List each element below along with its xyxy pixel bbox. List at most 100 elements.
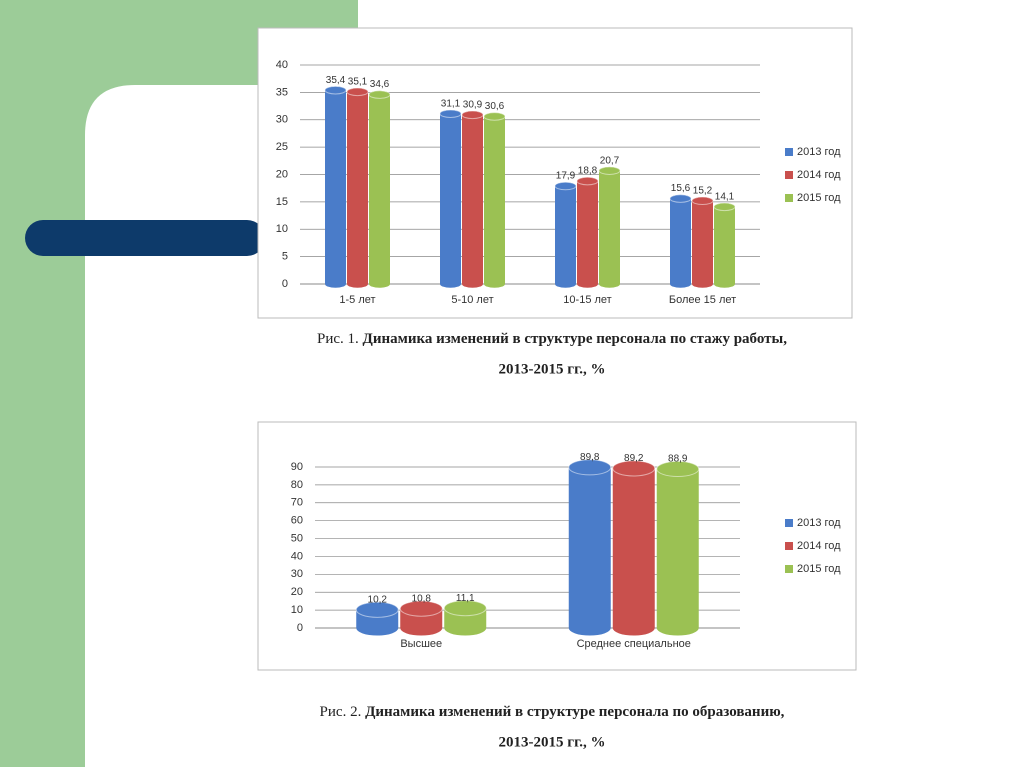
chart-frame xyxy=(257,421,857,671)
bar xyxy=(440,109,461,288)
bar xyxy=(612,460,655,636)
bar-cap xyxy=(439,109,462,119)
legend-label: 2013 год xyxy=(797,146,841,158)
value-label: 35,4 xyxy=(326,75,346,86)
y-tick-label: 40 xyxy=(276,59,288,71)
bar-cap xyxy=(399,600,443,617)
bar-cap xyxy=(346,87,369,97)
value-label: 15,2 xyxy=(693,185,713,196)
bar xyxy=(484,112,505,288)
value-label: 35,1 xyxy=(348,76,368,87)
bar xyxy=(555,182,576,288)
y-tick-label: 20 xyxy=(291,586,303,598)
legend-label: 2015 год xyxy=(797,192,841,204)
y-tick-label: 35 xyxy=(276,86,288,98)
y-tick-label: 5 xyxy=(282,251,288,263)
legend-swatch xyxy=(785,542,793,550)
accent-bar xyxy=(25,220,265,256)
value-label: 14,1 xyxy=(715,191,735,202)
y-tick-label: 50 xyxy=(291,532,303,544)
bar xyxy=(656,461,699,636)
value-label: 89,8 xyxy=(580,452,600,463)
legend-label: 2015 год xyxy=(797,563,841,575)
legend-swatch xyxy=(785,565,793,573)
bar xyxy=(347,88,368,288)
value-label: 10,8 xyxy=(412,593,432,604)
y-tick-label: 0 xyxy=(297,622,303,634)
bar-cap xyxy=(324,85,347,95)
bar-cap xyxy=(483,112,506,121)
bar xyxy=(568,459,611,636)
caption: 2013-2015 гг., % xyxy=(499,734,606,750)
bar xyxy=(577,177,598,288)
y-tick-label: 90 xyxy=(291,461,303,473)
value-label: 10,2 xyxy=(368,594,388,605)
bar-cap xyxy=(355,601,399,618)
y-tick-label: 70 xyxy=(291,497,303,509)
value-label: 89,2 xyxy=(624,453,644,464)
bar-cap xyxy=(568,459,612,476)
bar xyxy=(325,86,346,288)
value-label: 15,6 xyxy=(671,183,691,194)
bar-cap xyxy=(669,194,692,203)
value-label: 31,1 xyxy=(441,98,461,109)
value-label: 20,7 xyxy=(600,155,620,166)
bar-cap xyxy=(443,600,487,617)
y-tick-label: 30 xyxy=(291,568,303,580)
caption: Рис. 1. Динамика изменений в структуре п… xyxy=(317,331,787,347)
bar-cap xyxy=(598,166,621,175)
legend-swatch xyxy=(785,171,793,179)
y-tick-label: 60 xyxy=(291,515,303,527)
x-tick-label: 10-15 лет xyxy=(563,294,611,306)
bar xyxy=(599,166,620,288)
caption-text: Динамика изменений в структуре персонала… xyxy=(365,704,785,720)
legend-label: 2014 год xyxy=(797,540,841,552)
y-tick-label: 25 xyxy=(276,141,288,153)
bar xyxy=(462,111,483,288)
y-tick-label: 0 xyxy=(282,278,288,290)
bar-cap xyxy=(576,176,599,186)
x-tick-label: 5-10 лет xyxy=(451,294,493,306)
y-tick-label: 40 xyxy=(291,550,303,562)
caption-label: Рис. 1. xyxy=(317,331,359,347)
y-tick-label: 15 xyxy=(276,196,288,208)
legend-swatch xyxy=(785,194,793,202)
bar xyxy=(714,203,735,288)
bar-cap xyxy=(656,460,700,478)
y-tick-label: 30 xyxy=(276,114,288,126)
caption: Рис. 2. Динамика изменений в структуре п… xyxy=(320,704,785,720)
legend-label: 2014 год xyxy=(797,169,841,181)
bar xyxy=(369,90,390,288)
legend-swatch xyxy=(785,519,793,527)
value-label: 30,9 xyxy=(463,99,483,110)
value-label: 30,6 xyxy=(485,101,505,112)
caption-label: Рис. 2. xyxy=(320,704,362,720)
value-label: 18,8 xyxy=(578,166,598,177)
bar-cap xyxy=(554,181,577,191)
bar-cap xyxy=(713,202,736,212)
legend-label: 2013 год xyxy=(797,517,841,529)
value-label: 88,9 xyxy=(668,454,688,465)
y-tick-label: 10 xyxy=(291,604,303,616)
y-tick-label: 20 xyxy=(276,168,288,180)
caption: 2013-2015 гг., % xyxy=(499,361,606,377)
x-tick-label: Среднее специальное xyxy=(577,638,691,650)
x-tick-label: Высшее xyxy=(400,638,442,650)
x-tick-label: Более 15 лет xyxy=(669,294,736,306)
bar-cap xyxy=(461,110,484,120)
value-label: 34,6 xyxy=(370,79,390,90)
bar-cap xyxy=(612,460,656,477)
value-label: 17,9 xyxy=(556,171,576,182)
y-tick-label: 80 xyxy=(291,479,303,491)
bar-cap xyxy=(691,196,714,206)
caption-text: Динамика изменений в структуре персонала… xyxy=(363,331,788,347)
bar-cap xyxy=(368,90,391,99)
bar xyxy=(670,194,691,288)
legend-swatch xyxy=(785,148,793,156)
bar xyxy=(692,197,713,288)
x-tick-label: 1-5 лет xyxy=(339,294,375,306)
y-tick-label: 10 xyxy=(276,223,288,235)
value-label: 11,1 xyxy=(456,593,475,604)
